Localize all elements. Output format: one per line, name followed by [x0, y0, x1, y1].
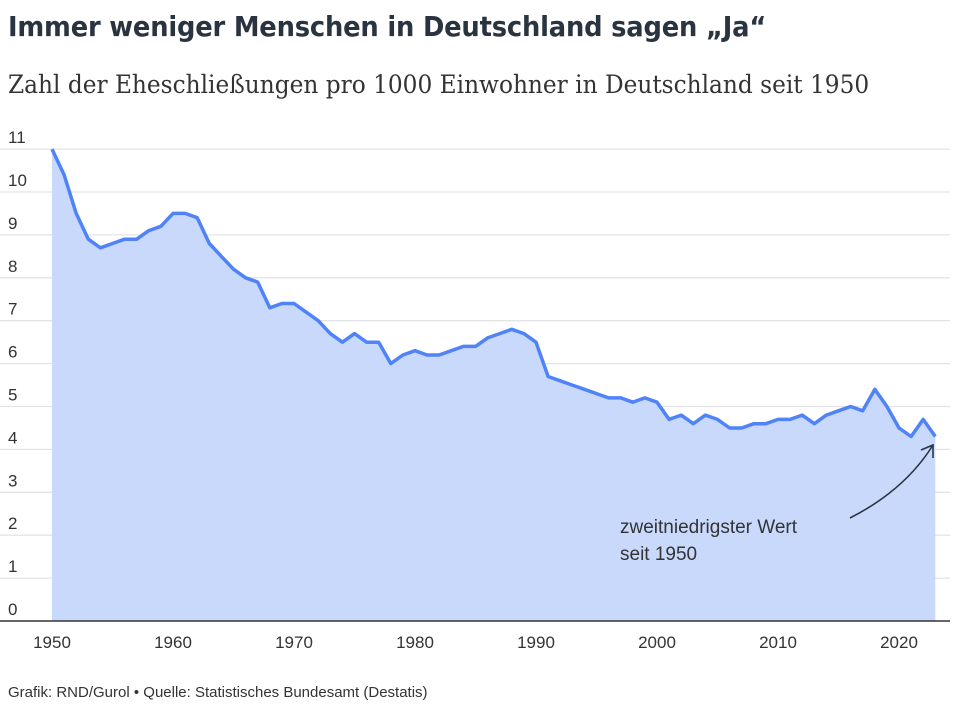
annotation-line-1: zweitniedrigster Wert: [620, 517, 798, 538]
annotation-line-2: seit 1950: [620, 544, 697, 565]
y-tick-label: 10: [8, 171, 27, 190]
y-tick-label: 11: [8, 128, 26, 147]
x-tick-label: 1980: [396, 633, 434, 652]
y-tick-label: 0: [8, 600, 17, 619]
y-tick-label: 4: [8, 428, 17, 447]
y-tick-label: 5: [8, 386, 17, 405]
x-tick-label: 2010: [759, 633, 797, 652]
y-tick-label: 8: [8, 257, 17, 276]
annotation-arrow: [849, 444, 934, 519]
y-tick-label: 1: [8, 557, 17, 576]
footer-source: Grafik: RND/Gurol • Quelle: Statistische…: [8, 684, 428, 701]
chart-subtitle: Zahl der Eheschließungen pro 1000 Einwoh…: [8, 70, 870, 99]
x-tick-label: 1970: [275, 633, 313, 652]
x-tick-label: 2000: [638, 633, 676, 652]
x-tick-label: 2020: [880, 633, 918, 652]
chart-title: Immer weniger Menschen in Deutschland sa…: [8, 10, 767, 43]
series-line: [50, 148, 937, 439]
annotation-arrowhead: [920, 443, 934, 458]
y-tick-label: 9: [8, 214, 17, 233]
y-tick-label: 3: [8, 471, 17, 490]
x-tick-label: 1990: [517, 633, 555, 652]
x-tick-label: 1960: [154, 633, 192, 652]
y-tick-label: 7: [8, 300, 17, 319]
y-tick-label: 6: [8, 343, 17, 362]
y-tick-label: 2: [8, 514, 17, 533]
x-tick-label: 1950: [33, 633, 71, 652]
area-fill: [52, 149, 936, 621]
